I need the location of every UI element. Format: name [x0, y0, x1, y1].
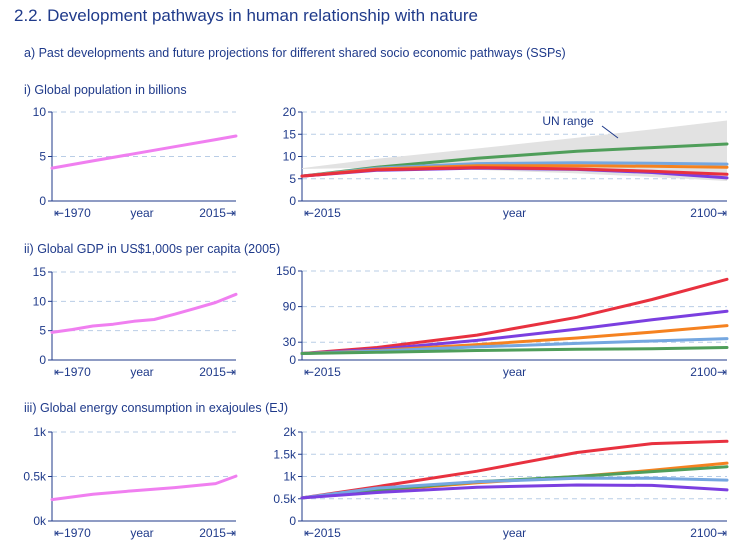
annotation-pointer: [601, 125, 619, 139]
y-tick-label: 150: [276, 264, 296, 278]
figure-subtitle: a) Past developments and future projecti…: [24, 46, 566, 60]
y-tick-label: 1k: [33, 425, 47, 439]
series-line-4: [300, 346, 729, 355]
x-axis-title: year: [503, 526, 526, 540]
chart-energy-proj: 0 0.5k 1k 1.5k 2k ⇤2015 2100⇥ year: [273, 425, 729, 540]
annotation-un-range: UN range: [542, 114, 594, 128]
x-axis-title: year: [503, 206, 526, 220]
y-tick-label: 20: [283, 105, 297, 119]
y-tick-label: 1k: [283, 470, 297, 484]
y-tick-label: 10: [33, 105, 47, 119]
y-tick-label: 5: [289, 172, 296, 186]
series-line-4: [300, 483, 729, 500]
y-tick-label: 0: [289, 514, 296, 528]
y-tick-label: 5: [39, 324, 46, 338]
series-line-0: [50, 292, 238, 334]
chart-pop-proj: 0 5 10 15 20 ⇤2015 2100⇥ year UN range: [283, 105, 729, 220]
y-tick-label: 0.5k: [273, 492, 297, 506]
x-start-label: ⇤1970: [54, 365, 91, 379]
x-axis-title: year: [130, 365, 153, 379]
chart-gdp-proj: 0 30 90 150 ⇤2015 2100⇥ year: [276, 264, 729, 379]
y-tick-label: 0: [39, 353, 46, 367]
x-axis-title: year: [130, 526, 153, 540]
x-start-label: ⇤2015: [304, 526, 341, 540]
x-end-label: 2100⇥: [690, 365, 727, 379]
x-end-label: 2015⇥: [199, 526, 236, 540]
series-line-4: [300, 166, 729, 178]
y-tick-label: 2k: [283, 425, 297, 439]
x-axis-title: year: [503, 365, 526, 379]
x-end-label: 2100⇥: [690, 206, 727, 220]
row-label-population: i) Global population in billions: [24, 83, 187, 97]
x-start-label: ⇤2015: [304, 365, 341, 379]
y-tick-label: 10: [33, 294, 47, 308]
y-tick-label: 10: [283, 150, 297, 164]
x-axis-title: year: [130, 206, 153, 220]
x-end-label: 2100⇥: [690, 526, 727, 540]
y-tick-label: 1.5k: [273, 447, 297, 461]
y-tick-label: 90: [283, 300, 297, 314]
y-tick-label: 15: [283, 127, 297, 141]
y-tick-label: 5: [39, 150, 46, 164]
chart-energy-hist: 0k 0.5k 1k ⇤1970 2015⇥ year: [23, 425, 238, 540]
y-tick-label: 0k: [33, 514, 47, 528]
y-tick-label: 15: [33, 265, 47, 279]
y-tick-label: 0: [39, 194, 46, 208]
x-start-label: ⇤1970: [54, 206, 91, 220]
row-label-gdp: ii) Global GDP in US$1,000s per capita (…: [24, 242, 281, 256]
y-tick-label: 0: [289, 194, 296, 208]
page-title: 2.2. Development pathways in human relat…: [14, 6, 478, 25]
y-tick-label: 30: [283, 335, 297, 349]
row-label-energy: iii) Global energy consumption in exajou…: [24, 401, 289, 415]
chart-pop-hist: 0 5 10 ⇤1970 2015⇥ year: [33, 105, 238, 220]
chart-gdp-hist: 0 5 10 15 ⇤1970 2015⇥ year: [33, 265, 238, 379]
x-start-label: ⇤1970: [54, 526, 91, 540]
x-start-label: ⇤2015: [304, 206, 341, 220]
y-tick-label: 0: [289, 353, 296, 367]
series-line-0: [50, 474, 238, 502]
x-end-label: 2015⇥: [199, 206, 236, 220]
y-tick-label: 0.5k: [23, 470, 47, 484]
x-end-label: 2015⇥: [199, 365, 236, 379]
series-line-0: [50, 134, 238, 170]
series-line-3: [300, 476, 729, 500]
